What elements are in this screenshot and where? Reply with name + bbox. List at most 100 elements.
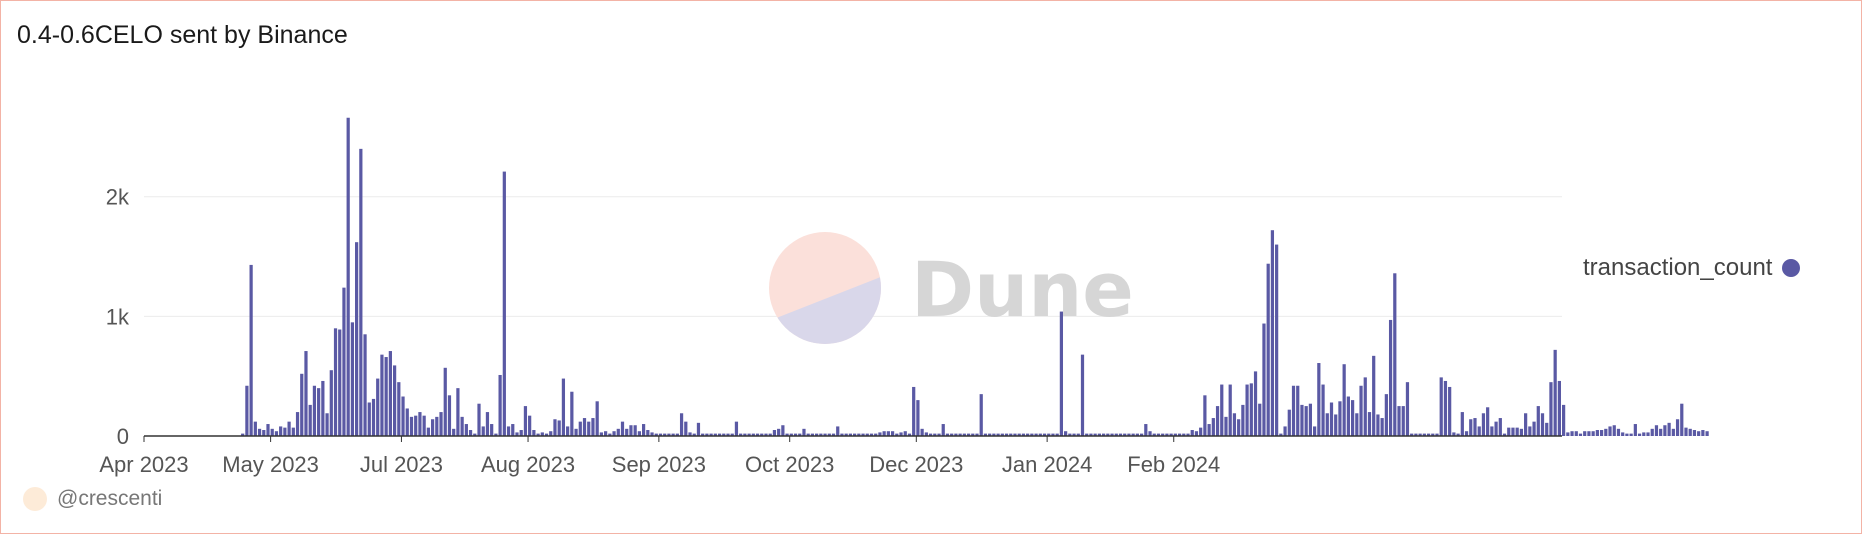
bar[interactable] — [1587, 431, 1591, 436]
bar[interactable] — [367, 402, 371, 437]
bar[interactable] — [836, 426, 840, 436]
bar[interactable] — [785, 433, 789, 436]
bar[interactable] — [903, 431, 907, 436]
bar[interactable] — [506, 426, 511, 436]
bar[interactable] — [1637, 433, 1642, 436]
bar[interactable] — [1473, 418, 1477, 436]
bar[interactable] — [1388, 319, 1393, 436]
bar[interactable] — [1199, 427, 1203, 437]
bar[interactable] — [840, 433, 844, 436]
bar[interactable] — [253, 421, 257, 436]
bar[interactable] — [928, 433, 933, 436]
bar[interactable] — [274, 431, 279, 436]
bar[interactable] — [342, 287, 346, 436]
bar[interactable] — [730, 433, 734, 436]
bar[interactable] — [768, 433, 772, 436]
bar[interactable] — [827, 433, 831, 436]
bar[interactable] — [772, 430, 777, 436]
bar[interactable] — [895, 433, 899, 436]
bar[interactable] — [1604, 428, 1608, 436]
bar[interactable] — [1072, 433, 1076, 436]
bar[interactable] — [321, 380, 325, 436]
bar[interactable] — [1410, 433, 1414, 436]
bar[interactable] — [667, 433, 671, 436]
bar[interactable] — [1064, 431, 1068, 436]
bar[interactable] — [1667, 422, 1671, 436]
bar[interactable] — [1228, 384, 1232, 436]
bar[interactable] — [1697, 431, 1701, 436]
bar[interactable] — [907, 433, 912, 436]
bar[interactable] — [747, 433, 751, 436]
bar[interactable] — [1481, 413, 1486, 436]
bar[interactable] — [570, 391, 574, 436]
bar[interactable] — [815, 433, 819, 436]
bar[interactable] — [1232, 413, 1237, 436]
bar[interactable] — [1321, 384, 1325, 436]
bar[interactable] — [528, 415, 532, 436]
bar[interactable] — [1654, 425, 1659, 436]
bar[interactable] — [1152, 433, 1156, 436]
bar[interactable] — [1397, 406, 1401, 436]
bar[interactable] — [481, 426, 485, 436]
bar[interactable] — [1220, 384, 1224, 436]
bar[interactable] — [734, 421, 739, 436]
bar[interactable] — [937, 433, 941, 436]
bar[interactable] — [933, 433, 937, 436]
bar[interactable] — [1059, 311, 1064, 436]
bar[interactable] — [435, 416, 439, 436]
bar[interactable] — [1313, 426, 1317, 436]
bar[interactable] — [1287, 409, 1291, 436]
bar[interactable] — [1376, 414, 1380, 436]
bar[interactable] — [1688, 428, 1692, 436]
bar[interactable] — [1118, 433, 1123, 436]
legend[interactable]: transaction_count — [1583, 254, 1801, 282]
bar[interactable] — [625, 428, 629, 436]
bar[interactable] — [1498, 418, 1502, 436]
bar[interactable] — [422, 415, 426, 436]
bar[interactable] — [620, 421, 625, 436]
bar[interactable] — [882, 431, 886, 436]
bar[interactable] — [1616, 428, 1621, 436]
bar[interactable] — [262, 430, 266, 436]
bar[interactable] — [266, 424, 270, 436]
bar[interactable] — [355, 242, 359, 436]
bar[interactable] — [1051, 433, 1055, 436]
bar[interactable] — [1595, 430, 1599, 436]
bar[interactable] — [1030, 433, 1034, 436]
bar[interactable] — [1418, 433, 1422, 436]
bar[interactable] — [1135, 433, 1139, 436]
bar[interactable] — [325, 413, 329, 436]
bar[interactable] — [494, 433, 498, 436]
bar[interactable] — [941, 424, 945, 436]
bar[interactable] — [317, 388, 321, 436]
bar[interactable] — [523, 406, 528, 436]
bar[interactable] — [1177, 433, 1182, 436]
bar[interactable] — [1507, 427, 1511, 437]
bar[interactable] — [1038, 433, 1042, 436]
bar[interactable] — [490, 424, 494, 436]
bar[interactable] — [641, 424, 646, 436]
bar[interactable] — [329, 370, 333, 436]
bar[interactable] — [1443, 380, 1448, 436]
bar[interactable] — [1101, 433, 1106, 436]
bar[interactable] — [1182, 433, 1186, 436]
bar[interactable] — [992, 433, 996, 436]
bar[interactable] — [477, 403, 481, 436]
bar[interactable] — [684, 421, 688, 436]
bar[interactable] — [869, 433, 874, 436]
bar[interactable] — [1156, 433, 1161, 436]
bar[interactable] — [1486, 407, 1490, 436]
bar[interactable] — [1629, 433, 1633, 436]
bar[interactable] — [300, 373, 304, 436]
bar[interactable] — [1583, 431, 1587, 436]
bar[interactable] — [1203, 395, 1207, 436]
bar[interactable] — [401, 396, 405, 436]
bar[interactable] — [452, 428, 456, 436]
bar[interactable] — [430, 419, 435, 436]
author-footer[interactable]: @crescenti — [23, 487, 162, 511]
bar[interactable] — [1401, 406, 1405, 436]
bar[interactable] — [557, 420, 561, 436]
bar[interactable] — [857, 433, 861, 436]
bar[interactable] — [1085, 433, 1089, 436]
bar[interactable] — [1013, 433, 1017, 436]
